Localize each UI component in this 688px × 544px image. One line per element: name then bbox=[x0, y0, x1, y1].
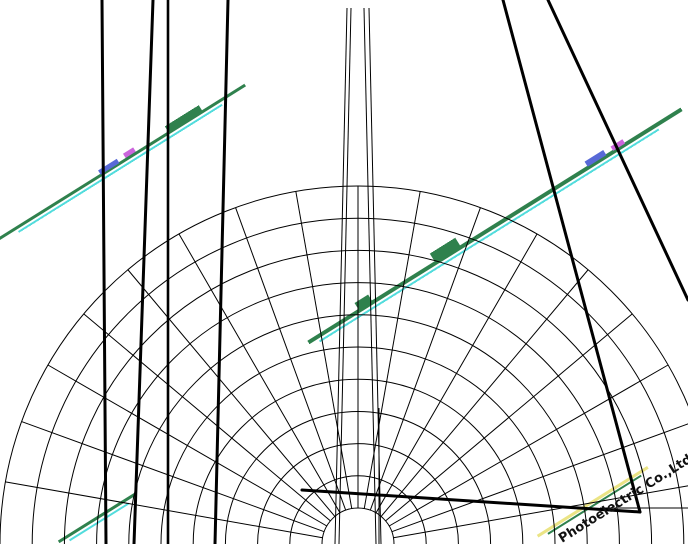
grid-spoke bbox=[369, 207, 481, 511]
grid-spoke bbox=[391, 423, 688, 533]
heavy-line-2 bbox=[132, 0, 155, 544]
watermark-streak-upper-left bbox=[0, 83, 246, 240]
grid-spoke bbox=[178, 233, 341, 514]
grid-spoke bbox=[380, 269, 589, 517]
heavy-line-5 bbox=[501, 0, 642, 514]
grid-spoke bbox=[21, 421, 325, 533]
grid-spoke bbox=[83, 313, 331, 522]
watermark-streak-center bbox=[307, 107, 683, 345]
watermark-streak-lower-left bbox=[57, 492, 136, 544]
grid-spoke bbox=[47, 364, 328, 527]
grid-spoke bbox=[295, 191, 353, 509]
heavy-line-7 bbox=[300, 488, 642, 514]
heavy-line-1 bbox=[100, 0, 108, 544]
grid-spoke bbox=[393, 485, 688, 539]
vertical-guide-line bbox=[338, 7, 352, 544]
grid-spoke bbox=[235, 207, 347, 511]
grid-ring-inner bbox=[321, 507, 395, 544]
grid-spoke bbox=[127, 269, 336, 517]
grid-spoke bbox=[385, 313, 633, 522]
heavy-line-6 bbox=[546, 0, 688, 302]
watermark-streak-lower-right bbox=[536, 466, 649, 538]
heavy-lines bbox=[100, 0, 688, 544]
heavy-line-4 bbox=[213, 0, 230, 544]
grid-spoke bbox=[5, 481, 323, 539]
grid-spoke bbox=[375, 233, 538, 514]
vertical-guide-line bbox=[334, 7, 348, 544]
polar-grid bbox=[0, 7, 688, 544]
vertical-guide-line bbox=[363, 7, 377, 544]
watermark-streaks bbox=[0, 83, 683, 544]
